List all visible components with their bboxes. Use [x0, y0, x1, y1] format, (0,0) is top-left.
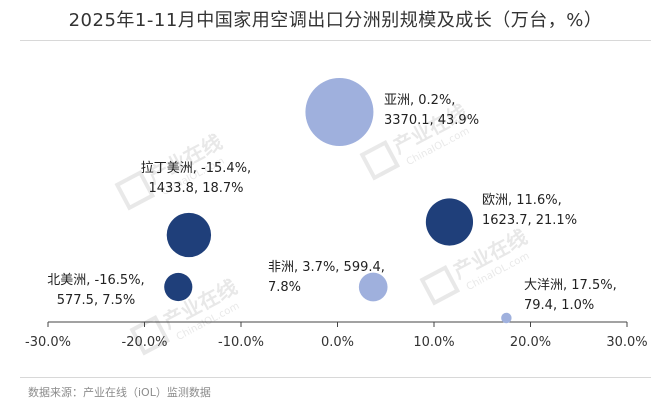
x-tick-label: -10.0% [218, 335, 264, 350]
bubble-北美洲 [164, 272, 193, 302]
x-tick-label: 20.0% [510, 335, 551, 350]
x-tick-label: 10.0% [413, 335, 454, 350]
bubble-亚洲 [305, 78, 374, 146]
footer-divider [20, 377, 651, 378]
bubble-layer [164, 78, 512, 324]
bubble-大洋洲 [501, 312, 512, 324]
bubble-拉丁美洲 [166, 212, 212, 258]
data-label-北美洲: 北美洲, -16.5%, 577.5, 7.5% [47, 273, 144, 308]
title-divider [20, 40, 651, 41]
source-note: 数据来源：产业在线（iOL）监测数据 [28, 386, 211, 399]
data-label-欧洲: 欧洲, 11.6%, 1623.7, 21.1% [482, 193, 577, 228]
x-tick-label: 0.0% [321, 335, 354, 350]
bubble-非洲 [358, 272, 388, 302]
data-label-大洋洲: 大洋洲, 17.5%, 79.4, 1.0% [524, 278, 617, 313]
x-tick-label: 30.0% [606, 335, 647, 350]
data-label-拉丁美洲: 拉丁美洲, -15.4%, 1433.8, 18.7% [141, 161, 251, 196]
bubble-欧洲 [425, 198, 474, 246]
chart-title: 2025年1-11月中国家用空调出口分洲别规模及成长（万台，%） [68, 10, 603, 31]
x-axis-ticks: -30.0% -20.0% -10.0% 0.0% 10.0% 20.0% 30.0% [25, 322, 648, 350]
data-label-layer: 亚洲, 0.2%, 3370.1, 43.9% 拉丁美洲, -15.4%, 1433.… [47, 93, 616, 313]
data-label-非洲: 非洲, 3.7%, 599.4, 7.8% [268, 260, 385, 295]
x-tick-label: -20.0% [122, 335, 168, 350]
data-label-亚洲: 亚洲, 0.2%, 3370.1, 43.9% [384, 93, 479, 128]
x-tick-label: -30.0% [25, 335, 71, 350]
